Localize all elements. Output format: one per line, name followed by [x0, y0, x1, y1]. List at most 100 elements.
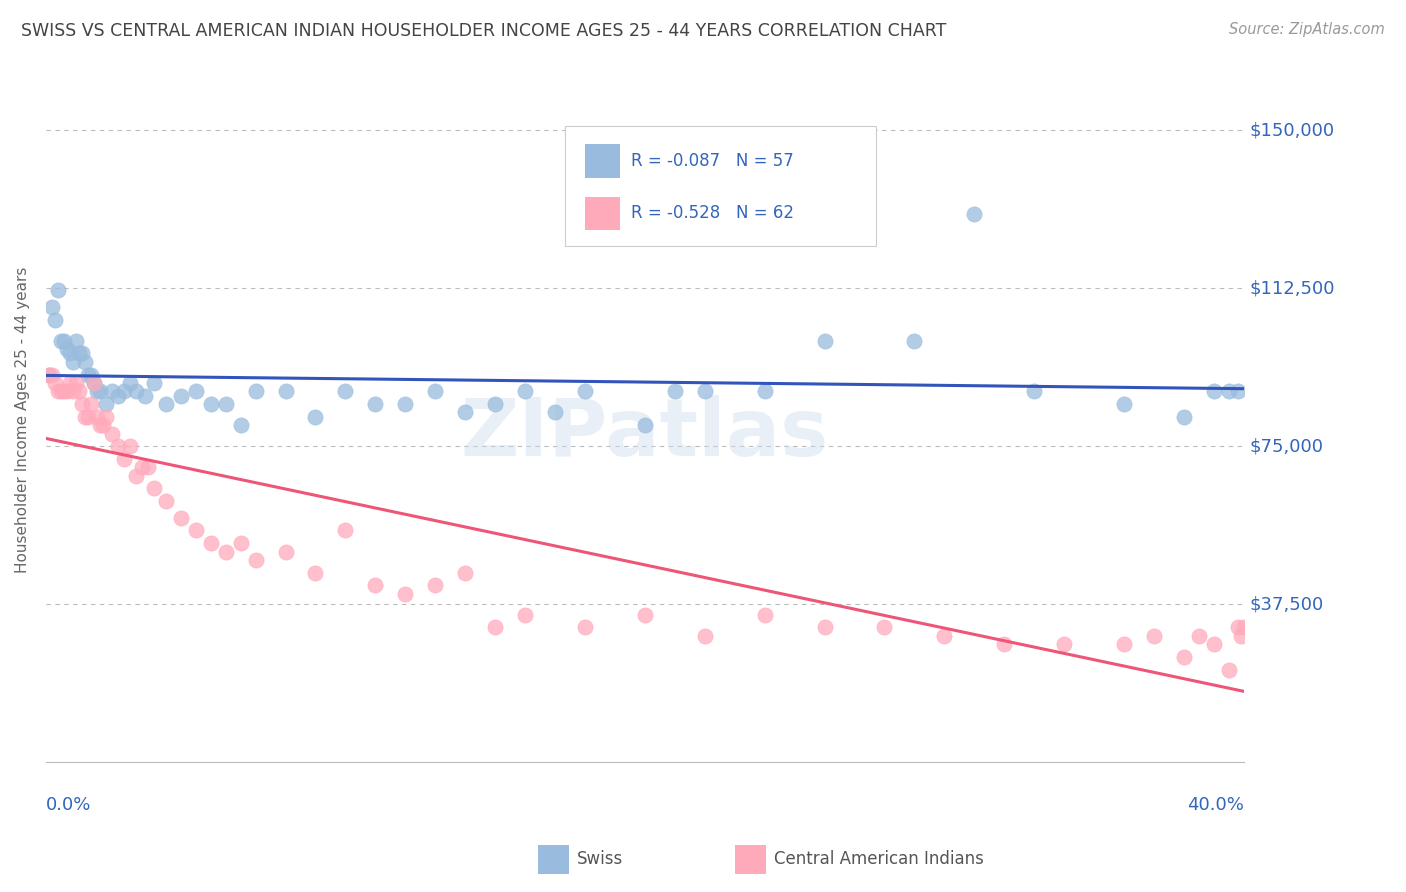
Point — [112, 384, 135, 399]
Point — [1053, 637, 1076, 651]
Point — [94, 397, 117, 411]
Point — [245, 553, 267, 567]
Text: Central American Indians: Central American Indians — [773, 850, 984, 869]
Point — [49, 384, 72, 399]
Point — [77, 368, 100, 382]
Point — [513, 607, 536, 622]
Point — [364, 578, 387, 592]
Point — [1233, 620, 1256, 634]
Point — [86, 409, 108, 424]
Point — [46, 283, 69, 297]
Point — [200, 397, 222, 411]
Point — [65, 376, 87, 390]
Point — [544, 405, 567, 419]
Point — [245, 384, 267, 399]
Point — [963, 207, 986, 221]
Point — [62, 384, 84, 399]
Point — [903, 334, 925, 348]
Point — [754, 607, 776, 622]
Point — [86, 384, 108, 399]
Y-axis label: Householder Income Ages 25 - 44 years: Householder Income Ages 25 - 44 years — [15, 267, 30, 573]
Text: SWISS VS CENTRAL AMERICAN INDIAN HOUSEHOLDER INCOME AGES 25 - 44 YEARS CORRELATI: SWISS VS CENTRAL AMERICAN INDIAN HOUSEHO… — [21, 22, 946, 40]
Point — [67, 384, 90, 399]
Point — [107, 388, 129, 402]
Point — [335, 384, 357, 399]
Text: Source: ZipAtlas.com: Source: ZipAtlas.com — [1229, 22, 1385, 37]
Point — [136, 460, 159, 475]
Point — [70, 397, 93, 411]
Point — [155, 397, 177, 411]
Point — [46, 384, 69, 399]
Point — [664, 384, 686, 399]
Point — [94, 409, 117, 424]
Point — [1218, 384, 1240, 399]
Point — [52, 384, 75, 399]
Point — [574, 620, 596, 634]
Point — [574, 384, 596, 399]
Point — [1112, 637, 1135, 651]
Point — [44, 312, 66, 326]
Point — [73, 409, 96, 424]
Point — [1143, 629, 1166, 643]
Point — [1188, 629, 1211, 643]
Point — [454, 405, 477, 419]
Point — [274, 384, 297, 399]
Point — [1218, 663, 1240, 677]
Point — [184, 524, 207, 538]
Point — [1230, 629, 1253, 643]
Point — [101, 384, 124, 399]
Point — [101, 426, 124, 441]
Point — [112, 451, 135, 466]
Point — [813, 620, 835, 634]
Point — [125, 384, 148, 399]
Point — [56, 384, 79, 399]
Point — [83, 376, 105, 390]
Point — [142, 481, 165, 495]
Point — [1226, 620, 1249, 634]
Point — [83, 376, 105, 390]
Point — [80, 397, 103, 411]
Text: R = -0.087   N = 57: R = -0.087 N = 57 — [631, 152, 794, 169]
Text: $112,500: $112,500 — [1250, 279, 1336, 297]
Point — [80, 368, 103, 382]
Point — [59, 376, 82, 390]
Text: 40.0%: 40.0% — [1187, 797, 1244, 814]
Point — [44, 376, 66, 390]
Point — [38, 368, 60, 382]
Point — [214, 544, 236, 558]
Point — [484, 620, 506, 634]
Text: $75,000: $75,000 — [1250, 437, 1324, 455]
Point — [65, 334, 87, 348]
Point — [134, 388, 156, 402]
Point — [59, 346, 82, 360]
Point — [184, 384, 207, 399]
Point — [634, 607, 657, 622]
Text: R = -0.528   N = 62: R = -0.528 N = 62 — [631, 204, 794, 222]
Point — [38, 368, 60, 382]
Point — [142, 376, 165, 390]
Point — [70, 346, 93, 360]
Point — [131, 460, 153, 475]
Point — [118, 376, 141, 390]
Point — [274, 544, 297, 558]
Point — [91, 418, 114, 433]
Point — [513, 384, 536, 399]
Point — [89, 384, 111, 399]
Point — [364, 397, 387, 411]
Point — [934, 629, 956, 643]
Point — [1112, 397, 1135, 411]
Point — [56, 343, 79, 357]
Point — [634, 418, 657, 433]
Point — [304, 409, 326, 424]
Text: $150,000: $150,000 — [1250, 121, 1334, 139]
Point — [89, 418, 111, 433]
Point — [484, 397, 506, 411]
Point — [454, 566, 477, 580]
Point — [49, 334, 72, 348]
Point — [1173, 649, 1195, 664]
Point — [41, 368, 63, 382]
Point — [62, 355, 84, 369]
Text: $37,500: $37,500 — [1250, 595, 1324, 613]
Point — [335, 524, 357, 538]
Point — [1226, 384, 1249, 399]
